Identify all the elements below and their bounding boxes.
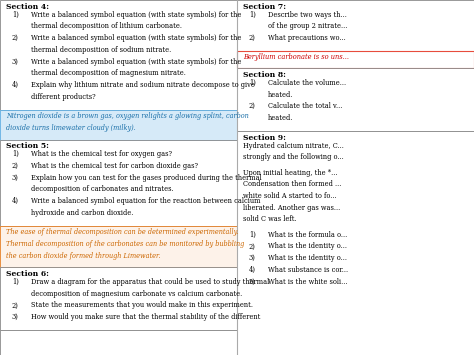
Text: decomposition of carbonates and nitrates.: decomposition of carbonates and nitrates… <box>31 185 173 193</box>
Text: What is the white soli...: What is the white soli... <box>268 278 347 285</box>
Bar <box>0 330 237 355</box>
Text: Write a balanced symbol equation for the reaction between calcium: Write a balanced symbol equation for the… <box>31 197 260 205</box>
Text: Section 9:: Section 9: <box>243 134 286 142</box>
Text: 1): 1) <box>12 278 19 286</box>
Text: 2): 2) <box>249 102 256 110</box>
Bar <box>237 131 474 355</box>
Text: thermal decomposition of magnesium nitrate.: thermal decomposition of magnesium nitra… <box>31 69 186 77</box>
Text: What is the identity o...: What is the identity o... <box>268 242 347 250</box>
Text: Explain how you can test for the gases produced during the thermal: Explain how you can test for the gases p… <box>31 174 262 182</box>
Text: Write a balanced symbol equation (with state symbols) for the: Write a balanced symbol equation (with s… <box>31 11 241 19</box>
Text: State the measurements that you would make in this experiment.: State the measurements that you would ma… <box>31 301 253 310</box>
Text: Calculate the volume...: Calculate the volume... <box>268 79 346 87</box>
Text: How would you make sure that the thermal stability of the different: How would you make sure that the thermal… <box>31 313 260 321</box>
Bar <box>0 0 237 110</box>
Text: white solid A started to fo...: white solid A started to fo... <box>243 192 337 200</box>
Text: Explain why lithium nitrate and sodium nitrate decompose to give: Explain why lithium nitrate and sodium n… <box>31 81 255 89</box>
Text: Describe two ways th...: Describe two ways th... <box>268 11 346 19</box>
Text: different products?: different products? <box>31 93 95 101</box>
Text: 4): 4) <box>249 266 256 274</box>
Text: thermal decomposition of lithium carbonate.: thermal decomposition of lithium carbona… <box>31 22 182 31</box>
Text: Write a balanced symbol equation (with state symbols) for the: Write a balanced symbol equation (with s… <box>31 34 241 42</box>
Text: 1): 1) <box>249 11 256 19</box>
Text: Calculate the total v...: Calculate the total v... <box>268 102 342 110</box>
Text: 5): 5) <box>249 278 256 285</box>
Bar <box>237 51 474 68</box>
Text: Thermal decomposition of the carbonates can be monitored by bubbling: Thermal decomposition of the carbonates … <box>6 240 244 248</box>
Text: 1): 1) <box>12 11 19 19</box>
Text: dioxide turns limewater cloudy (milky).: dioxide turns limewater cloudy (milky). <box>6 124 136 132</box>
Text: What substance is cor...: What substance is cor... <box>268 266 348 274</box>
Text: Condensation then formed ...: Condensation then formed ... <box>243 180 341 188</box>
Text: 2): 2) <box>249 34 256 42</box>
Text: What is the chemical test for oxygen gas?: What is the chemical test for oxygen gas… <box>31 150 172 158</box>
Text: What is the chemical test for carbon dioxide gas?: What is the chemical test for carbon dio… <box>31 162 198 170</box>
Text: Draw a diagram for the apparatus that could be used to study thermal: Draw a diagram for the apparatus that co… <box>31 278 269 286</box>
Text: liberated. Another gas was...: liberated. Another gas was... <box>243 204 340 212</box>
Text: decomposition of magnesium carbonate vs calcium carbonate.: decomposition of magnesium carbonate vs … <box>31 290 242 298</box>
Text: solid C was left.: solid C was left. <box>243 215 296 223</box>
Text: 3): 3) <box>12 174 19 182</box>
Text: the carbon dioxide formed through Limewater.: the carbon dioxide formed through Limewa… <box>6 252 160 260</box>
Text: Upon initial heating, the *...: Upon initial heating, the *... <box>243 169 337 176</box>
Bar <box>237 0 474 51</box>
Text: 3): 3) <box>249 254 256 262</box>
Bar <box>0 140 237 226</box>
Text: What is the identity o...: What is the identity o... <box>268 254 347 262</box>
Text: Section 8:: Section 8: <box>243 71 286 79</box>
Text: Section 5:: Section 5: <box>6 142 49 151</box>
Text: 1): 1) <box>249 79 256 87</box>
Text: 1): 1) <box>249 231 256 239</box>
Text: thermal decomposition of sodium nitrate.: thermal decomposition of sodium nitrate. <box>31 46 171 54</box>
Text: The ease of thermal decomposition can be determined experimentally.: The ease of thermal decomposition can be… <box>6 228 238 236</box>
Text: 4): 4) <box>12 197 19 205</box>
Bar <box>0 226 237 267</box>
Text: of the group 2 nitrate...: of the group 2 nitrate... <box>268 22 347 31</box>
Text: Section 6:: Section 6: <box>6 270 49 278</box>
Text: heated.: heated. <box>268 114 293 122</box>
Text: Section 7:: Section 7: <box>243 3 286 11</box>
Text: 1): 1) <box>12 150 19 158</box>
Text: 4): 4) <box>12 81 19 89</box>
Text: 3): 3) <box>12 58 19 66</box>
Text: strongly and the following o...: strongly and the following o... <box>243 153 344 162</box>
Text: 2): 2) <box>12 301 19 310</box>
Text: 2): 2) <box>12 162 19 170</box>
Bar <box>237 68 474 131</box>
Bar <box>0 110 237 140</box>
Text: What is the formula o...: What is the formula o... <box>268 231 347 239</box>
Text: hydroxide and carbon dioxide.: hydroxide and carbon dioxide. <box>31 209 133 217</box>
Bar <box>0 267 237 330</box>
Text: Beryllium carbonate is so uns...: Beryllium carbonate is so uns... <box>243 53 349 61</box>
Text: Section 4:: Section 4: <box>6 3 49 11</box>
Text: Hydrated calcium nitrate, C...: Hydrated calcium nitrate, C... <box>243 142 344 150</box>
Text: 2): 2) <box>249 242 256 250</box>
Text: heated.: heated. <box>268 91 293 99</box>
Text: Write a balanced symbol equation (with state symbols) for the: Write a balanced symbol equation (with s… <box>31 58 241 66</box>
Text: Nitrogen dioxide is a brown gas, oxygen relights a glowing splint, carbon: Nitrogen dioxide is a brown gas, oxygen … <box>6 112 248 120</box>
Text: 3): 3) <box>12 313 19 321</box>
Text: What precautions wo...: What precautions wo... <box>268 34 346 42</box>
Text: 2): 2) <box>12 34 19 42</box>
